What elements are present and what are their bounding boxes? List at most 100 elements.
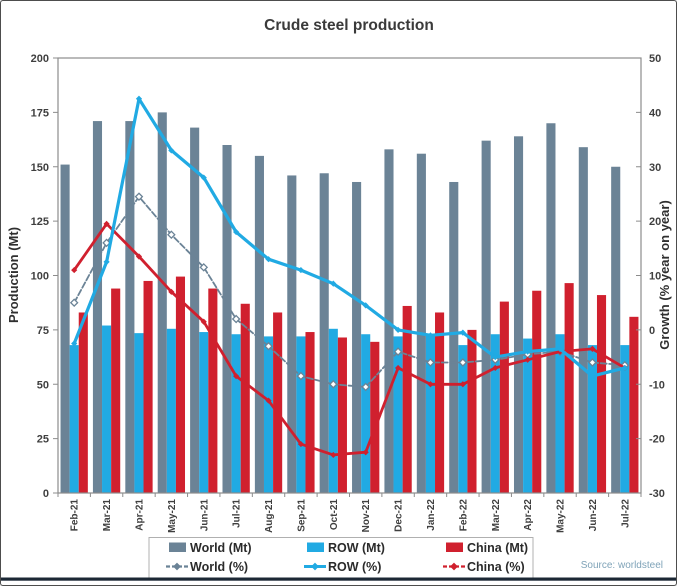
- bar-world-Feb-21: [60, 164, 70, 493]
- marker-Jul-21: [231, 314, 241, 324]
- bar-row-Sep-21: [296, 336, 306, 493]
- legend-marker: [173, 562, 181, 571]
- bar-world-Apr-21: [125, 121, 135, 493]
- left-tick-label: 150: [31, 162, 49, 174]
- x-tick-label: Jul-22: [620, 499, 631, 528]
- marker-Jun-22: [588, 358, 597, 367]
- marker-Sep-21: [297, 266, 305, 274]
- bar-row-Feb-21: [69, 345, 79, 493]
- bar-china-Mar-22: [499, 301, 509, 493]
- bottom-rule: [1, 577, 676, 581]
- right-tick-label: -30: [649, 488, 665, 500]
- bar-row-May-21: [166, 328, 176, 493]
- bar-row-Feb-22: [458, 345, 468, 493]
- bar-china-Sep-21: [305, 332, 315, 493]
- marker-Apr-22: [524, 348, 531, 355]
- bar-row-Jan-22: [425, 334, 436, 494]
- marker-Dec-21: [394, 326, 402, 333]
- marker-Apr-21: [135, 95, 143, 102]
- bars-row-mt: [69, 325, 630, 494]
- bar-china-May-22: [564, 283, 574, 493]
- x-tick-label: Apr-21: [134, 499, 145, 531]
- right-tick-label: 10: [649, 271, 661, 283]
- legend-label: ROW (%): [328, 560, 381, 574]
- bar-china-Oct-21: [337, 337, 347, 493]
- bar-row-Jun-22: [587, 345, 597, 493]
- marker-Jun-21: [199, 263, 209, 272]
- x-tick-label: Jul-21: [232, 499, 243, 528]
- marker-Jul-22: [621, 364, 628, 372]
- marker-Mar-21: [103, 258, 110, 266]
- marker-Feb-22: [459, 329, 466, 336]
- legend-item-world: World (%): [166, 560, 248, 574]
- marker-Feb-22: [458, 358, 468, 367]
- x-tick-label: Feb-21: [70, 499, 81, 532]
- bar-world-Jul-21: [222, 145, 232, 493]
- bar-world-Mar-22: [481, 140, 491, 493]
- x-tick-label: Mar-21: [102, 499, 113, 532]
- left-tick-label: 50: [37, 379, 49, 391]
- legend-marker: [311, 562, 319, 571]
- marker-Apr-22: [524, 356, 531, 363]
- right-tick-label: 20: [649, 216, 661, 228]
- bar-china-Dec-21: [402, 305, 412, 493]
- x-tick-label: Jun-22: [588, 499, 599, 532]
- marker-Aug-21: [264, 341, 273, 351]
- bar-row-Mar-22: [490, 334, 500, 494]
- bar-row-Jul-21: [231, 334, 241, 494]
- bar-world-Jul-22: [611, 166, 621, 493]
- bar-row-Aug-21: [263, 336, 274, 493]
- legend-item-china-mt: China (Mt): [446, 541, 528, 555]
- legend-item-row: ROW (%): [304, 560, 381, 574]
- legend-item-row-mt: ROW (Mt): [307, 541, 385, 555]
- bar-world-Jan-22: [416, 153, 426, 493]
- marker-Nov-21: [362, 302, 369, 309]
- marker-Feb-21: [71, 266, 78, 274]
- bar-row-Nov-21: [361, 334, 371, 494]
- bar-world-May-21: [157, 112, 167, 494]
- marker-May-21: [168, 288, 175, 295]
- left-tick-label: 75: [37, 325, 49, 337]
- bar-china-Aug-21: [273, 312, 283, 494]
- right-tick-label: 40: [649, 107, 661, 119]
- bar-row-Apr-21: [134, 333, 144, 493]
- left-tick-label: 100: [31, 271, 49, 283]
- x-tick-label: Aug-21: [264, 499, 275, 533]
- bar-world-May-22: [546, 123, 556, 493]
- bar-world-Jun-21: [190, 127, 200, 493]
- line-row-pct: [71, 95, 628, 380]
- marker-Dec-21: [393, 347, 403, 356]
- legend-label: ROW (Mt): [328, 541, 385, 555]
- bar-china-Feb-22: [467, 329, 477, 494]
- marker-Jun-21: [200, 174, 207, 181]
- marker-Feb-22: [459, 381, 466, 388]
- marker-May-21: [167, 230, 176, 240]
- legend-label: China (Mt): [467, 541, 528, 555]
- x-tick-label: May-21: [167, 499, 178, 533]
- bar-world-Sep-21: [287, 175, 297, 493]
- marker-Mar-22: [492, 353, 499, 361]
- x-tick-label: May-22: [556, 499, 567, 533]
- left-axis-title: Production (Mt): [6, 227, 21, 323]
- left-tick-label: 125: [31, 216, 49, 228]
- marker-Apr-21: [134, 192, 144, 201]
- marker-Jan-22: [426, 358, 435, 367]
- x-tick-label: Nov-21: [361, 499, 372, 533]
- bar-row-Jul-22: [620, 345, 630, 493]
- right-tick-label: 50: [649, 53, 661, 65]
- bar-row-Apr-22: [523, 338, 533, 493]
- right-tick-label: -10: [649, 379, 665, 391]
- marker-Oct-21: [330, 451, 337, 459]
- right-tick-label: 0: [649, 325, 655, 337]
- marker-Oct-21: [328, 379, 338, 389]
- bar-row-Mar-21: [102, 325, 112, 493]
- bar-china-Jan-22: [435, 312, 445, 494]
- left-tick-label: 25: [37, 434, 49, 446]
- bar-china-Apr-21: [143, 280, 153, 493]
- left-tick-label: 175: [31, 107, 49, 119]
- marker-Sep-21: [296, 371, 306, 381]
- legend-label: World (%): [190, 560, 248, 574]
- legend-swatch: [169, 542, 186, 552]
- marker-Jul-21: [233, 372, 240, 380]
